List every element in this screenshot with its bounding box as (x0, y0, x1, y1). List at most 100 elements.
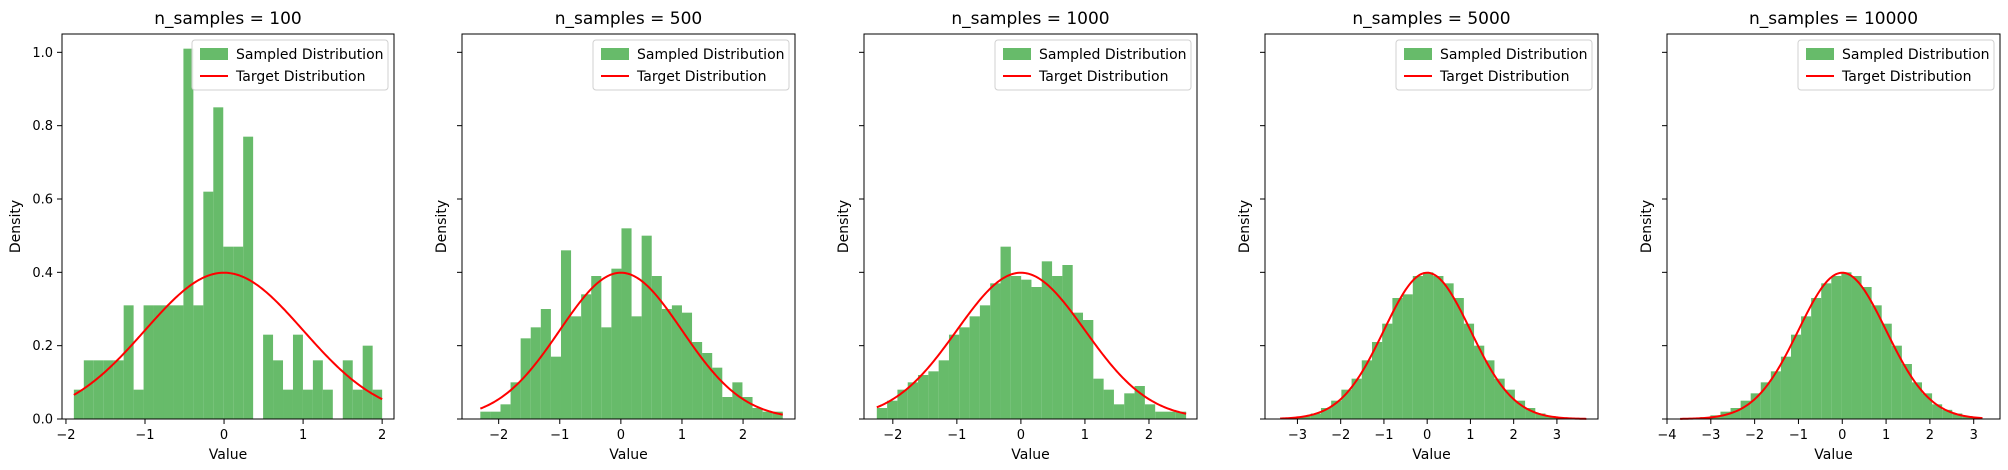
legend: Sampled Distribution Target Distribution (994, 39, 1192, 91)
histogram-bar (372, 389, 383, 419)
subplot-5: −4 −3 −2 −1 0 1 2 3 n_samples = 10000 Value Densit… (1639, 9, 2001, 463)
histogram-bar (1103, 389, 1114, 419)
histogram-bar (243, 136, 254, 419)
histogram-bar (742, 397, 753, 419)
histogram-bar (1124, 393, 1135, 419)
histogram-bar (143, 305, 154, 419)
histogram-bar (480, 411, 491, 419)
subplot-4: −3 −2 −1 0 1 2 3 n_samples = 5000 Value Density Sa… (1237, 9, 1599, 463)
histogram-bar (1911, 382, 1923, 419)
histogram-bar (1134, 386, 1145, 419)
histogram-bar (1423, 272, 1434, 419)
histogram-bar (762, 411, 773, 419)
histogram-bar (621, 228, 632, 419)
histogram-bar (73, 389, 84, 419)
histogram-bar (500, 404, 511, 419)
histogram-bar (312, 360, 323, 419)
histogram-bar (113, 360, 124, 419)
histogram-bar (1113, 404, 1125, 419)
histogram-bar (550, 356, 561, 419)
x-axis-label: Value (1412, 447, 1450, 463)
subplot-2: −2 −1 0 1 2 n_samples = 500 Value Density Sample… (434, 9, 796, 463)
legend: Sampled Distribution Target Distribution (592, 39, 790, 91)
histogram-bar (352, 389, 363, 419)
histogram-bar (1881, 323, 1892, 419)
histogram-bar (133, 389, 144, 419)
histogram-bar (193, 305, 204, 419)
histogram-bar (1952, 413, 1963, 419)
histogram-bar (1351, 378, 1362, 419)
target-curve (73, 271, 383, 401)
subplot-1: −2 −1 0 1 2 0.0 0.2 0.4 0.6 0.8 1.0 n_samples = 100… (8, 9, 395, 463)
histogram-bar (938, 360, 949, 419)
x-tick-label: −4 (1657, 428, 1676, 443)
histogram-bar (897, 389, 908, 419)
x-tick-label: −2 (883, 428, 902, 443)
histogram-bars (1680, 272, 1983, 419)
histogram-bar (1093, 378, 1104, 419)
axes-frame (1264, 33, 1599, 420)
axes-frame (1666, 33, 2001, 420)
target-curve (1280, 271, 1587, 420)
histogram-bars (73, 48, 383, 420)
legend-swatch-sampled (1806, 48, 1834, 60)
x-tick-label: 0 (1423, 428, 1431, 443)
x-tick-label: 3 (1553, 428, 1561, 443)
y-tick-label: 1.0 (32, 46, 53, 61)
histogram-bar (876, 408, 888, 419)
histogram-bar (1320, 408, 1332, 419)
histogram-bar (1371, 342, 1383, 419)
histogram-bar (1341, 389, 1352, 419)
histogram-bars (1290, 272, 1587, 419)
histogram-bar (1494, 378, 1505, 419)
target-curve (479, 271, 783, 416)
x-tick-label: −1 (1789, 428, 1808, 443)
legend-box (994, 39, 1192, 91)
histogram-bar (1300, 416, 1311, 419)
legend-label-sampled: Sampled Distribution (637, 47, 785, 63)
histogram-bar (1525, 408, 1536, 419)
x-tick-label: −3 (1701, 428, 1720, 443)
histogram-bar (1010, 276, 1022, 419)
histogram-bar (1922, 393, 1933, 419)
y-tick-label: 0.2 (32, 339, 53, 354)
x-tick-label: −2 (1745, 428, 1764, 443)
histogram-bar (959, 327, 970, 419)
histogram-bar (1821, 283, 1832, 419)
histogram-bar (560, 250, 572, 419)
legend-label-sampled: Sampled Distribution (1842, 47, 1990, 63)
histogram-bar (571, 316, 582, 419)
histogram-bar (1062, 265, 1073, 419)
histogram-bar (1155, 411, 1166, 419)
histogram-bar (1443, 283, 1454, 419)
subplot-title: n_samples = 1000 (951, 9, 1109, 29)
y-axis-label: Density (434, 200, 450, 253)
histogram-bar (1901, 364, 1912, 419)
histogram-bar (273, 360, 284, 419)
x-tick-label: 2 (1510, 428, 1518, 443)
histogram-bar (1453, 298, 1464, 419)
legend-label-target: Target Distribution (1841, 69, 1971, 85)
histogram-bar (1382, 323, 1393, 419)
histogram-bar (1841, 272, 1852, 419)
x-tick-label: 1 (1882, 428, 1890, 443)
subplot-title: n_samples = 5000 (1352, 9, 1510, 29)
x-tick-label: 1 (1466, 428, 1474, 443)
histogram-bar (671, 305, 682, 419)
histogram-bar (1891, 345, 1902, 419)
histogram-bar (1474, 345, 1485, 419)
histogram-bar (1932, 404, 1943, 419)
histogram-bar (1790, 334, 1802, 419)
x-tick-label: −1 (1374, 428, 1393, 443)
legend-box (592, 39, 790, 91)
x-tick-label: 2 (1926, 428, 1934, 443)
x-axis-label: Value (1011, 447, 1049, 463)
x-tick-label: 1 (1081, 428, 1089, 443)
histogram-bar (1871, 305, 1882, 419)
histogram-bar (1760, 382, 1771, 419)
histogram-bar (1031, 287, 1042, 419)
histogram-bars (480, 228, 783, 419)
histogram-bar (752, 408, 763, 419)
histogram-bar (1942, 409, 1953, 419)
